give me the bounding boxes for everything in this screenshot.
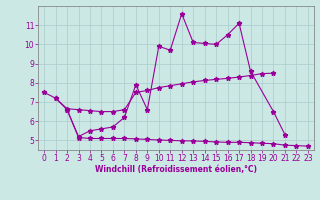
X-axis label: Windchill (Refroidissement éolien,°C): Windchill (Refroidissement éolien,°C) bbox=[95, 165, 257, 174]
